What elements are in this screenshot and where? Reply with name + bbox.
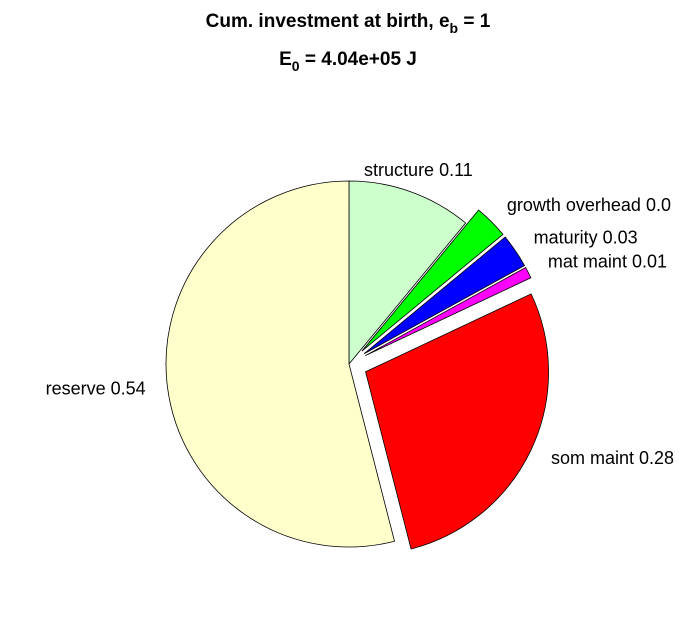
- pie-slice: [348, 180, 467, 366]
- pie-slice: [365, 266, 532, 357]
- slice-label: som maint 0.28: [551, 448, 674, 468]
- slice-label: structure 0.11: [364, 160, 473, 180]
- title-text: E: [279, 49, 292, 70]
- pie-slice: [165, 180, 395, 548]
- pie-slice: [363, 236, 526, 355]
- title-text: = 1: [458, 11, 491, 32]
- title-subscript: 0: [292, 58, 300, 74]
- chart-title: E0 = 4.04e+05 J: [279, 49, 417, 74]
- slice-label: mat maint 0.01: [548, 251, 667, 271]
- slice-label: maturity 0.03: [534, 227, 638, 247]
- pie-slice: [365, 293, 549, 550]
- title-text: Cum. investment at birth, e: [206, 11, 450, 32]
- slice-label: reserve 0.54: [46, 378, 146, 398]
- chart-title: Cum. investment at birth, eb = 1: [206, 11, 491, 36]
- title-subscript: b: [450, 20, 459, 36]
- title-text: = 4.04e+05 J: [300, 49, 417, 70]
- slice-label: growth overhead 0.0: [507, 195, 671, 215]
- pie-slice: [361, 209, 504, 352]
